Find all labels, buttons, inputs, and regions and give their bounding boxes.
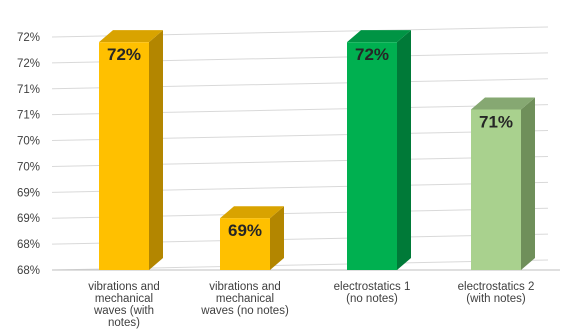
x-category-line: notes)	[108, 317, 140, 329]
y-tick-label: 69%	[17, 187, 40, 199]
bar-top	[220, 206, 284, 219]
bar-side	[521, 97, 535, 270]
x-category-line: (with notes)	[466, 293, 526, 305]
y-tick-label: 70%	[17, 161, 40, 173]
y-tick-label: 72%	[17, 32, 40, 44]
data-labels: 72% 69% 72% 71%	[107, 45, 513, 240]
bars	[99, 30, 535, 270]
x-category-line: vibrations and	[88, 281, 160, 293]
data-label: 71%	[479, 112, 513, 131]
bar-top	[347, 30, 411, 43]
bar-front	[220, 218, 270, 270]
x-category-line: vibrations and	[209, 281, 281, 293]
x-category-line: waves (with	[93, 305, 154, 317]
x-category-line: mechanical	[95, 293, 153, 305]
y-tick-label: 72%	[17, 58, 40, 70]
y-axis-ticks: 68% 68% 69% 69% 70% 70% 71% 71% 72% 72%	[17, 32, 40, 277]
bar-top	[99, 30, 163, 43]
bar	[347, 30, 411, 270]
data-label: 72%	[107, 45, 141, 64]
y-tick-label: 71%	[17, 110, 40, 122]
data-label: 69%	[228, 221, 262, 240]
bar-side	[397, 30, 411, 270]
x-category-line: electrostatics 1	[334, 281, 411, 293]
y-tick-label: 68%	[17, 265, 40, 277]
x-axis-categories: vibrations and mechanical waves (with notes…	[88, 281, 534, 329]
y-tick-label: 69%	[17, 213, 40, 225]
bar	[99, 30, 163, 270]
bar-side	[270, 206, 284, 270]
bar-front	[347, 42, 397, 270]
y-tick-label: 70%	[17, 136, 40, 148]
bar	[220, 206, 284, 270]
y-tick-label: 68%	[17, 239, 40, 251]
x-category-line: (no notes)	[346, 293, 398, 305]
x-category-line: electrostatics 2	[458, 281, 535, 293]
x-category-line: mechanical	[216, 293, 274, 305]
x-category-label: electrostatics 1 (no notes)	[334, 281, 411, 305]
x-category-label: electrostatics 2 (with notes)	[458, 281, 535, 305]
bar	[471, 97, 535, 270]
x-category-label: vibrations and mechanical waves (with notes…	[88, 281, 160, 329]
data-label: 72%	[355, 45, 389, 64]
bar-top	[471, 97, 535, 110]
x-category-label: vibrations and mechanical waves (no notes)	[200, 281, 289, 317]
bar-front	[471, 109, 521, 270]
bar-side	[149, 30, 163, 270]
y-tick-label: 71%	[17, 84, 40, 96]
x-category-line: waves (no notes)	[200, 305, 289, 317]
bar-front	[99, 42, 149, 270]
